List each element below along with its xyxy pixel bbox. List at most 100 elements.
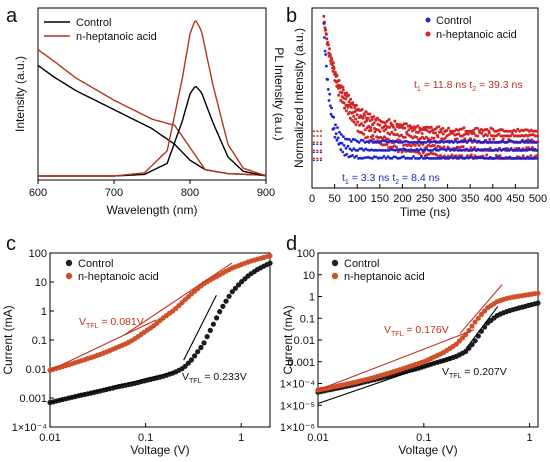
- panel-d-point-heptanoic: [535, 290, 541, 296]
- panel-b-point-control: [427, 149, 430, 152]
- panel-c-point-control: [195, 349, 201, 355]
- panel-c-fit-line: [49, 371, 175, 404]
- panel-c-ytick-label: 1×10⁻⁴: [12, 422, 48, 434]
- panel-b-point-control: [326, 78, 330, 81]
- panel-b-point-heptanoic: [359, 122, 363, 126]
- panel-b-xtick-label: 400: [484, 193, 502, 205]
- panel-c-point-control: [229, 289, 235, 295]
- panel-b-point-heptanoic: [488, 146, 492, 150]
- panel-d-fit-line: [317, 355, 456, 405]
- panel-c-ylabel: Current (mA): [1, 305, 15, 374]
- panel-d-point-heptanoic: [482, 308, 488, 314]
- panel-b-point-control: [526, 155, 529, 159]
- panel-b-point-heptanoic: [421, 151, 425, 155]
- panel-b-point-heptanoic: [371, 137, 375, 141]
- panel-b-point-heptanoic: [355, 113, 359, 117]
- panel-b-point-heptanoic: [415, 135, 419, 139]
- panel-b-point-heptanoic: [535, 134, 539, 138]
- panel-c-point-control: [201, 340, 207, 346]
- panel-b-point-control: [382, 149, 385, 152]
- panel-b-point-heptanoic: [347, 93, 351, 97]
- panel-b-point-control: [390, 157, 394, 160]
- panel-b-point-control: [446, 147, 450, 151]
- panel-d-fit-line: [465, 306, 499, 349]
- panel-b-point-heptanoic: [341, 88, 345, 92]
- panel-b-point-heptanoic: [346, 105, 350, 109]
- panel-b-point-control: [420, 155, 423, 159]
- panel-b-point-control: [456, 149, 460, 152]
- panel-b-point-heptanoic: [461, 145, 465, 149]
- panel-b-point-control: [327, 99, 331, 102]
- panel-b-xtick-label: 150: [371, 193, 389, 205]
- panel-label-c: c: [6, 233, 16, 255]
- panel-b-point-control: [417, 149, 421, 152]
- panel-b-point-heptanoic: [437, 125, 441, 129]
- panel-d-fit-line: [317, 329, 475, 391]
- panel-b-point-control: [447, 157, 451, 160]
- legend-marker-control-c: [65, 259, 73, 267]
- panel-b-point-control: [389, 139, 392, 143]
- panel-b-point-control: [328, 92, 332, 96]
- panel-a: a 600 700 800 900 Intensity (a.u.) PL Inten…: [6, 5, 286, 217]
- panel-b-xtick-label: 350: [461, 193, 479, 205]
- panel-d-point-heptanoic: [453, 341, 459, 347]
- panel-b-point-control: [434, 141, 438, 144]
- panel-b-point-heptanoic: [394, 145, 398, 149]
- panel-b-point-control: [496, 155, 500, 159]
- panel-b-point-heptanoic: [340, 91, 344, 95]
- panel-b-point-heptanoic: [374, 118, 378, 122]
- panel-b-point-heptanoic: [337, 93, 341, 97]
- panel-b-point-control: [453, 155, 457, 159]
- panel-b-point-heptanoic: [393, 119, 397, 123]
- panel-b-point-heptanoic: [385, 119, 389, 123]
- panel-b-point-control: [410, 157, 413, 160]
- panel-b-point-heptanoic: [485, 128, 489, 131]
- panel-a-xtick-label: 600: [29, 187, 47, 199]
- panel-b-point-control: [506, 157, 510, 160]
- panel-b-point-control: [487, 141, 491, 144]
- legend-label-heptanoic: n-heptanoic acid: [76, 31, 157, 43]
- panel-b-point-control: [518, 157, 522, 160]
- panel-b-point-control: [491, 141, 495, 144]
- panel-b-point-control: [330, 106, 333, 110]
- panel-b-point-heptanoic: [372, 121, 376, 125]
- panel-b-point-heptanoic: [363, 113, 366, 117]
- panel-b-point-heptanoic: [510, 132, 514, 136]
- panel-d-point-heptanoic: [475, 315, 481, 321]
- panel-a-xlabel: Wavelength (nm): [107, 203, 198, 217]
- panel-b-point-heptanoic: [365, 119, 369, 123]
- panel-b-point-heptanoic: [485, 134, 489, 138]
- panel-b-point-heptanoic: [370, 117, 374, 121]
- panel-b-point-control: [384, 157, 388, 160]
- panel-c-point-control: [214, 315, 220, 321]
- panel-b-point-control: [468, 149, 472, 152]
- panel-b-point-control: [328, 104, 332, 108]
- panel-b-point-heptanoic: [352, 120, 356, 124]
- panel-b-point-heptanoic: [385, 143, 389, 147]
- panel-d-ytick-label: 0.01: [294, 335, 315, 347]
- panel-b-point-heptanoic: [475, 126, 479, 130]
- panel-c-ytick-label: 10: [35, 277, 47, 289]
- panel-b-point-control: [411, 149, 415, 152]
- panel-b-point-control: [340, 133, 343, 136]
- panel-d-point-control: [535, 300, 541, 306]
- panel-b-point-heptanoic: [364, 110, 368, 114]
- panel-c-xtick-label: 1: [238, 432, 244, 444]
- legend-marker-heptanoic-d: [331, 272, 339, 280]
- panel-b-point-control: [380, 149, 383, 152]
- panel-b-point-heptanoic: [462, 126, 466, 130]
- panel-b-point-control: [332, 115, 335, 119]
- panel-b-point-heptanoic: [514, 129, 518, 133]
- panel-b-point-control: [353, 138, 357, 142]
- panel-b-point-control: [448, 141, 451, 144]
- panel-b-point-heptanoic: [509, 134, 512, 138]
- annotation-vtfl-heptanoic-c: VTFL = 0.081V: [79, 316, 144, 330]
- panel-b-point-control: [517, 147, 521, 150]
- panel-b-point-control: [496, 149, 499, 152]
- panel-b-point-heptanoic: [529, 154, 533, 158]
- panel-c-xtick-label: 0.01: [39, 432, 60, 444]
- panel-d-fit-line: [459, 284, 503, 334]
- panel-b-point-control: [393, 140, 396, 144]
- panel-b-point-heptanoic: [331, 69, 335, 73]
- panel-b: b 0 50 100 150 200 250 300 350 400 450 500 Normali…: [286, 5, 547, 219]
